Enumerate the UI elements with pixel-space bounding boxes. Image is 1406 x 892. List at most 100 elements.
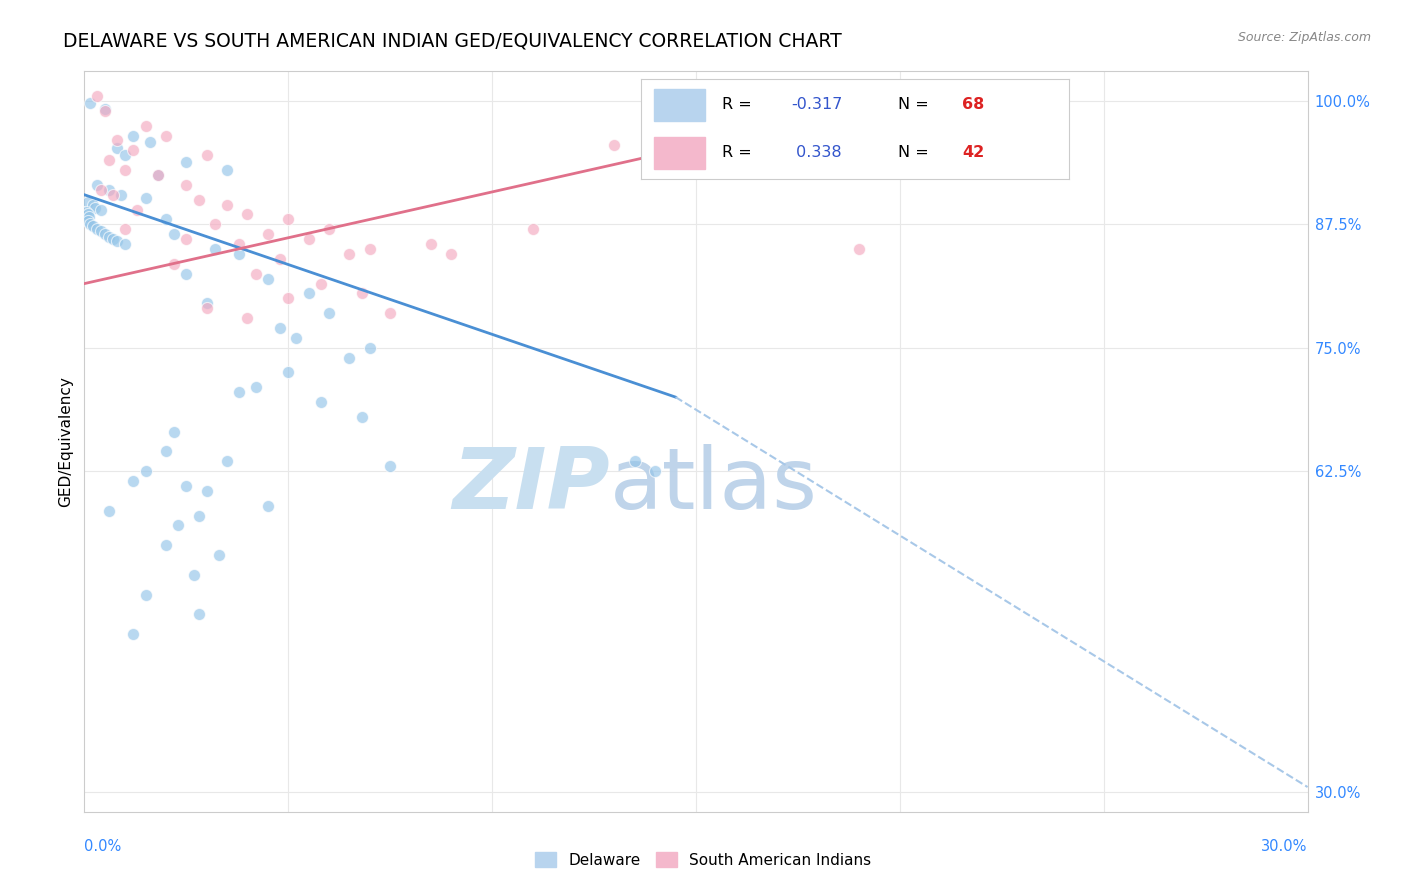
Point (195, 301, 218, 316)
Point (298, 286, 321, 301)
Point (79, 218, 101, 232)
Point (135, 191, 157, 205)
Point (420, 237, 443, 252)
Point (257, 271, 280, 285)
Point (339, 351, 361, 365)
Point (122, 474, 145, 488)
Point (644, 464, 666, 478)
Point (105, 234, 128, 248)
Point (309, 277, 332, 291)
Text: 30.0%: 30.0% (1261, 838, 1308, 854)
Point (122, 128, 145, 143)
Point (127, 202, 149, 217)
Point (105, 133, 128, 147)
Point (114, 222, 136, 236)
Point (82, 197, 104, 211)
Point (138, 136, 160, 150)
Point (359, 341, 381, 355)
Point (195, 148, 218, 162)
Point (217, 163, 239, 178)
Point (163, 257, 186, 271)
Point (187, 193, 209, 207)
Point (285, 331, 308, 345)
Point (195, 296, 218, 310)
Point (135, 119, 157, 133)
Point (318, 222, 340, 236)
Point (350, 286, 373, 301)
Point (155, 444, 177, 458)
Point (82, 219, 104, 234)
Point (350, 409, 373, 424)
Point (86, 178, 108, 192)
Point (90, 202, 112, 217)
Point (97, 230, 120, 244)
Point (167, 518, 190, 533)
Text: DELAWARE VS SOUTH AMERICAN INDIAN GED/EQUIVALENCY CORRELATION CHART: DELAWARE VS SOUTH AMERICAN INDIAN GED/EQ… (63, 31, 842, 50)
Point (97, 183, 120, 197)
Point (146, 168, 169, 182)
Point (848, 242, 870, 256)
Text: 0.0%: 0.0% (84, 838, 121, 854)
Point (122, 627, 145, 641)
Point (77, 194, 100, 209)
Point (624, 454, 647, 468)
Point (135, 588, 157, 602)
Point (86, 89, 108, 103)
Point (204, 242, 226, 256)
Point (187, 607, 209, 622)
Point (236, 207, 259, 221)
Point (318, 306, 340, 320)
Point (101, 187, 124, 202)
Point (269, 252, 291, 266)
Point (90, 183, 112, 197)
Point (174, 155, 197, 169)
Point (174, 232, 197, 246)
Point (217, 454, 239, 468)
Point (380, 459, 402, 474)
Point (245, 267, 267, 281)
Point (97, 153, 120, 168)
Point (77, 211, 100, 225)
Point (257, 499, 280, 513)
Point (359, 242, 381, 256)
Point (155, 538, 177, 552)
Point (105, 141, 128, 155)
Point (101, 232, 124, 246)
Point (245, 380, 267, 394)
Point (380, 306, 402, 320)
Point (174, 178, 197, 192)
Point (122, 144, 145, 158)
Point (269, 321, 291, 335)
Text: ZIP: ZIP (453, 444, 610, 527)
Text: Source: ZipAtlas.com: Source: ZipAtlas.com (1237, 31, 1371, 45)
Point (228, 247, 250, 261)
Point (910, 99, 932, 113)
Point (155, 212, 177, 227)
Point (75, 204, 97, 219)
Point (174, 479, 197, 493)
Point (298, 232, 321, 246)
Point (277, 212, 299, 227)
Point (110, 187, 132, 202)
Point (77, 214, 100, 228)
Point (135, 464, 157, 478)
Y-axis label: GED/Equivalency: GED/Equivalency (58, 376, 73, 507)
Point (603, 138, 626, 153)
Point (76, 207, 98, 221)
Point (228, 385, 250, 400)
Point (208, 548, 231, 562)
Point (146, 168, 169, 182)
Point (114, 148, 136, 162)
Point (183, 567, 205, 582)
Point (93, 227, 115, 242)
Point (114, 237, 136, 252)
Point (93, 103, 115, 118)
Point (339, 247, 361, 261)
Point (217, 197, 239, 211)
Text: atlas: atlas (610, 444, 818, 527)
Point (83, 201, 105, 215)
Point (309, 395, 332, 409)
Point (79, 95, 101, 110)
Point (440, 247, 463, 261)
Point (114, 163, 136, 178)
